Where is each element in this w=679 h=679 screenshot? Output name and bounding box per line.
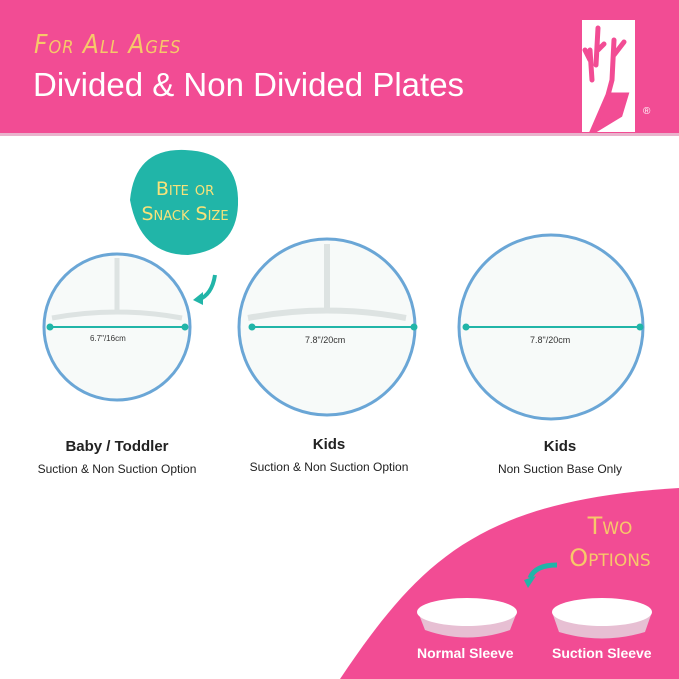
normal-sleeve-image (417, 598, 517, 638)
plate-name: Kids (312, 436, 346, 453)
arrow-icon-options (527, 562, 558, 580)
options-heading: Two Options (560, 510, 660, 574)
header-banner (0, 0, 679, 136)
callout-text: Bite or Snack Size (135, 177, 235, 227)
plate-caption-kids: Kids Suction & Non Suction Option (229, 436, 429, 476)
tagline: For All Ages (34, 30, 182, 60)
callout-bubble (130, 149, 239, 255)
plate-name: Kids (543, 438, 577, 455)
plate-name: Baby / Toddler (65, 438, 169, 455)
options-line2: Options (569, 544, 651, 572)
plate-caption-kids-round: Kids Non Suction Base Only (460, 438, 660, 478)
registered-mark: ® (643, 106, 651, 117)
deer-antler-logo (582, 20, 635, 139)
plate-measure: 7.8"/20cm (530, 335, 571, 345)
callout-line2: Snack Size (141, 203, 229, 225)
plate-detail: Suction & Non Suction Option (249, 460, 409, 474)
suction-sleeve-image (552, 598, 652, 639)
plate-measure: 7.8"/20cm (305, 335, 346, 345)
plate-detail: Suction & Non Suction Option (37, 462, 197, 476)
plate-caption-baby: Baby / Toddler Suction & Non Suction Opti… (17, 438, 217, 478)
page-title: Divided & Non Divided Plates (33, 66, 465, 103)
normal-sleeve-label: Normal Sleeve (417, 645, 514, 661)
options-line1: Two (587, 512, 633, 540)
callout-line1: Bite or (155, 178, 215, 200)
plate-detail: Non Suction Base Only (497, 462, 623, 476)
plate-measure: 6.7"/16cm (90, 334, 126, 343)
suction-sleeve-label: Suction Sleeve (552, 645, 652, 661)
